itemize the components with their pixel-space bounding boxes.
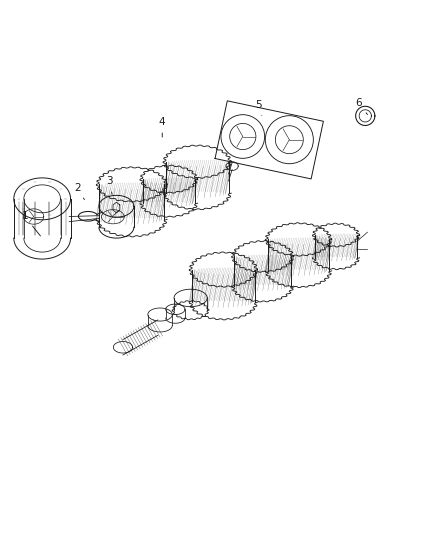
Text: 6: 6 bbox=[355, 98, 367, 115]
Text: 1: 1 bbox=[21, 211, 40, 236]
Text: 5: 5 bbox=[255, 100, 262, 116]
Text: 3: 3 bbox=[106, 176, 113, 195]
Text: 2: 2 bbox=[74, 183, 85, 199]
Text: 4: 4 bbox=[159, 117, 166, 137]
